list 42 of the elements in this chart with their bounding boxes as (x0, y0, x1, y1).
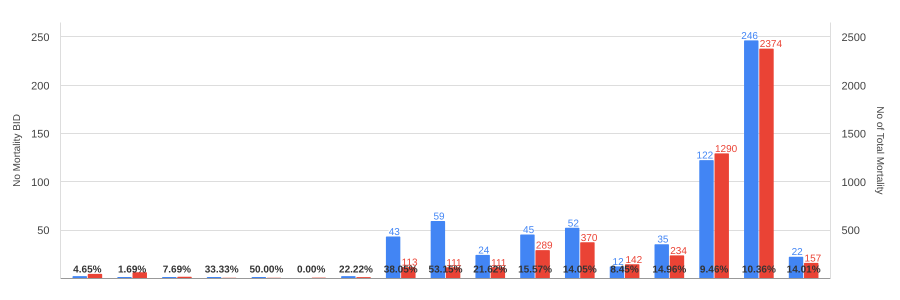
y-tick-label: 100 (31, 176, 50, 189)
y2-tick-label: 2000 (842, 80, 866, 92)
y-tick-label: 200 (31, 80, 50, 92)
data-label: 45 (523, 225, 535, 236)
data-label: 2374 (760, 39, 782, 50)
data-label: 122 (696, 150, 714, 162)
data-label: 59 (433, 212, 446, 223)
data-label: 370 (580, 232, 598, 244)
annotation: 14.96% (652, 264, 686, 276)
annotation: 4.65% (73, 264, 102, 276)
annotation: 8.45% (610, 264, 639, 276)
annotation: 33.33% (204, 264, 239, 276)
annotation: 14.01% (786, 264, 821, 276)
data-label: 24 (478, 245, 490, 256)
data-label: 35 (657, 234, 669, 246)
annotation: 9.46% (700, 264, 728, 276)
annotation: 0.00% (297, 264, 326, 276)
annotation: 22.22% (339, 264, 374, 276)
y-tick-label: 150 (31, 128, 50, 141)
data-label: 22 (792, 247, 804, 258)
annotation: 50.00% (249, 264, 284, 276)
y2-tick-label: 2500 (842, 32, 866, 44)
data-label: 52 (568, 218, 580, 230)
data-label: 142 (625, 254, 643, 266)
y-tick-label: 250 (31, 32, 50, 44)
y2-tick-label: 1500 (842, 128, 866, 141)
data-label: 157 (804, 253, 822, 264)
y2-tick-label: 1000 (842, 176, 866, 189)
y-axis-title: No Mortality BID (12, 114, 24, 187)
y-tick-label: 50 (37, 225, 50, 238)
data-label: 289 (536, 240, 554, 252)
y2-tick-label: 500 (842, 225, 860, 238)
annotation: 14.05% (562, 264, 597, 276)
annotation: 1.69% (118, 264, 146, 276)
annotation: 10.36% (742, 264, 776, 276)
data-label: 234 (670, 246, 688, 257)
data-label: 246 (741, 30, 758, 42)
data-label: 1290 (715, 144, 738, 155)
annotation: 7.69% (162, 264, 192, 276)
y2-axis-title: No of Total Mortality (874, 106, 885, 195)
annotation: 15.57% (518, 264, 552, 276)
data-label: 43 (388, 226, 400, 238)
